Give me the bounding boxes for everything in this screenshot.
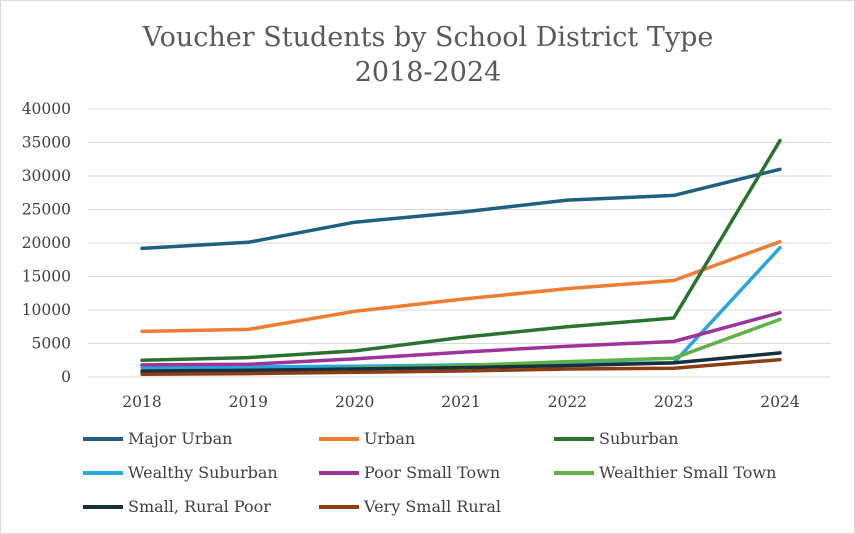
series-line-1 — [140, 239, 782, 334]
x-tick-label: 2023 — [654, 393, 693, 411]
legend-label: Small, Rural Poor — [128, 497, 271, 516]
chart-title-line-1: Voucher Students by School District Type — [142, 22, 714, 53]
series-lines — [140, 138, 782, 377]
series-line-3 — [140, 245, 782, 370]
x-axis-ticks: 2018 2019 2020 2021 2022 2023 2024 — [122, 393, 800, 411]
y-tick-label: 25000 — [22, 201, 71, 219]
x-tick-label: 2024 — [760, 393, 800, 411]
y-tick-label: 40000 — [22, 100, 71, 118]
y-tick-label: 5000 — [32, 335, 71, 353]
legend-label: Major Urban — [128, 429, 232, 448]
legend-label: Suburban — [599, 429, 679, 448]
y-tick-label: 20000 — [22, 234, 71, 252]
chart-title-line-2: 2018-2024 — [355, 57, 502, 88]
x-tick-label: 2020 — [335, 393, 374, 411]
legend-label: Urban — [364, 429, 415, 448]
y-tick-label: 35000 — [22, 134, 71, 152]
x-tick-label: 2019 — [229, 393, 268, 411]
y-tick-label: 30000 — [22, 167, 71, 185]
y-tick-label: 10000 — [22, 301, 71, 319]
series-line-4 — [140, 310, 782, 367]
y-tick-label: 0 — [61, 368, 71, 386]
x-tick-label: 2022 — [548, 393, 587, 411]
y-axis-ticks: 0 5000 10000 15000 20000 25000 30000 35000 40000 — [22, 100, 71, 386]
legend-label: Poor Small Town — [364, 463, 500, 482]
x-tick-label: 2018 — [122, 393, 161, 411]
series-line-0 — [140, 167, 782, 251]
series-line-2 — [140, 138, 782, 363]
x-tick-label: 2021 — [441, 393, 480, 411]
legend-label: Wealthy Suburban — [128, 463, 278, 482]
y-tick-label: 15000 — [22, 268, 71, 286]
legend-label: Wealthier Small Town — [599, 463, 776, 482]
legend-label: Very Small Rural — [363, 497, 501, 516]
series-line-7 — [140, 357, 782, 377]
legend: Major Urban Urban Suburban Wealthy Suburban… — [83, 429, 776, 516]
series-line-6 — [140, 351, 782, 373]
